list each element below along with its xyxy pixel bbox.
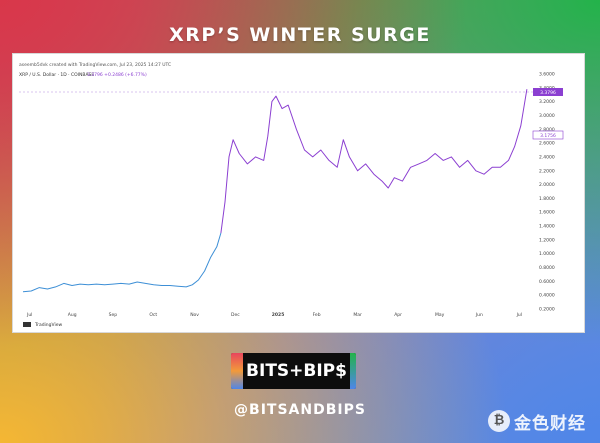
price-series [22, 89, 528, 293]
y-tick-label: 3.2000 [539, 99, 555, 105]
author-line: aseemb5dvk created with TradingView.com,… [19, 62, 171, 68]
y-axis: 0.2000 0.4000 0.6000 0.8000 1.0000 1.2000 1.40… [539, 72, 555, 313]
x-tick-label: Jun [475, 312, 483, 318]
x-tick-label: 2025 [272, 312, 285, 318]
x-tick-label: Jul [26, 312, 32, 318]
y-tick-label: 0.8000 [539, 265, 555, 271]
chart-card: aseemb5dvk created with TradingView.com,… [12, 53, 585, 333]
x-tick-label: Sep [109, 312, 118, 318]
x-tick-label: May [435, 312, 445, 318]
brand-logo-text: BITS+BIP$ [246, 361, 347, 381]
y-tick-label: 1.8000 [539, 196, 555, 202]
tradingview-logo-text: TradingView [34, 322, 63, 328]
last-price-label: 3.3796 [540, 90, 556, 96]
quote-line: 3.3796 +0.2486 (+6.77%) [87, 72, 147, 78]
last-price-tag [533, 88, 563, 96]
price-chart: aseemb5dvk created with TradingView.com,… [19, 62, 564, 328]
tradingview-icon [23, 322, 31, 327]
y-tick-label: 2.4000 [539, 154, 555, 160]
y-tick-label: 1.2000 [539, 237, 555, 243]
y-tick-label: 0.2000 [539, 307, 555, 313]
y-tick-label: 2.2000 [539, 168, 555, 174]
x-tick-label: Dec [231, 312, 240, 318]
y-tick-label: 0.4000 [539, 293, 555, 299]
x-tick-label: Apr [394, 312, 402, 318]
brand-logo: BITS+BIP$ [231, 353, 356, 389]
high-price-tag [532, 130, 564, 140]
x-tick-label: Oct [149, 312, 157, 318]
brand-stripe-left [231, 353, 243, 389]
x-tick-label: Feb [313, 312, 321, 318]
coin-icon: ₿ [488, 410, 510, 432]
series-line-late [220, 89, 528, 234]
y-tick-label: 1.4000 [539, 224, 555, 230]
social-handle: @BITSANDBIPS [234, 402, 366, 418]
y-tick-label: 2.8000 [539, 127, 555, 133]
y-tick-label: 2.6000 [539, 141, 555, 147]
x-tick-label: Nov [190, 312, 199, 318]
y-tick-label: 1.0000 [539, 251, 555, 257]
y-tick-label: 2.0000 [539, 182, 555, 188]
x-tick-label: Aug [68, 312, 77, 318]
y-tick-label: 1.6000 [539, 210, 555, 216]
watermark: ₿ 金色财经 [488, 408, 586, 434]
symbol-line: XRP / U.S. Dollar · 1D · COINBASE [19, 72, 94, 78]
high-price-label: 3.1756 [540, 133, 556, 139]
y-tick-label: 3.6000 [539, 72, 555, 78]
series-line-early [22, 232, 222, 293]
y-tick-label: 0.6000 [539, 279, 555, 285]
watermark-text: 金色财经 [514, 413, 586, 434]
brand-stripe-right [350, 353, 356, 389]
x-tick-label: Jul [516, 312, 522, 318]
y-tick-label: 3.0000 [539, 113, 555, 119]
page-title: XRP’S WINTER SURGE [169, 24, 431, 46]
x-tick-label: Mar [353, 312, 362, 318]
x-axis: Jul Aug Sep Oct Nov Dec 2025 Feb Mar Apr May Jun Jul [26, 312, 522, 318]
